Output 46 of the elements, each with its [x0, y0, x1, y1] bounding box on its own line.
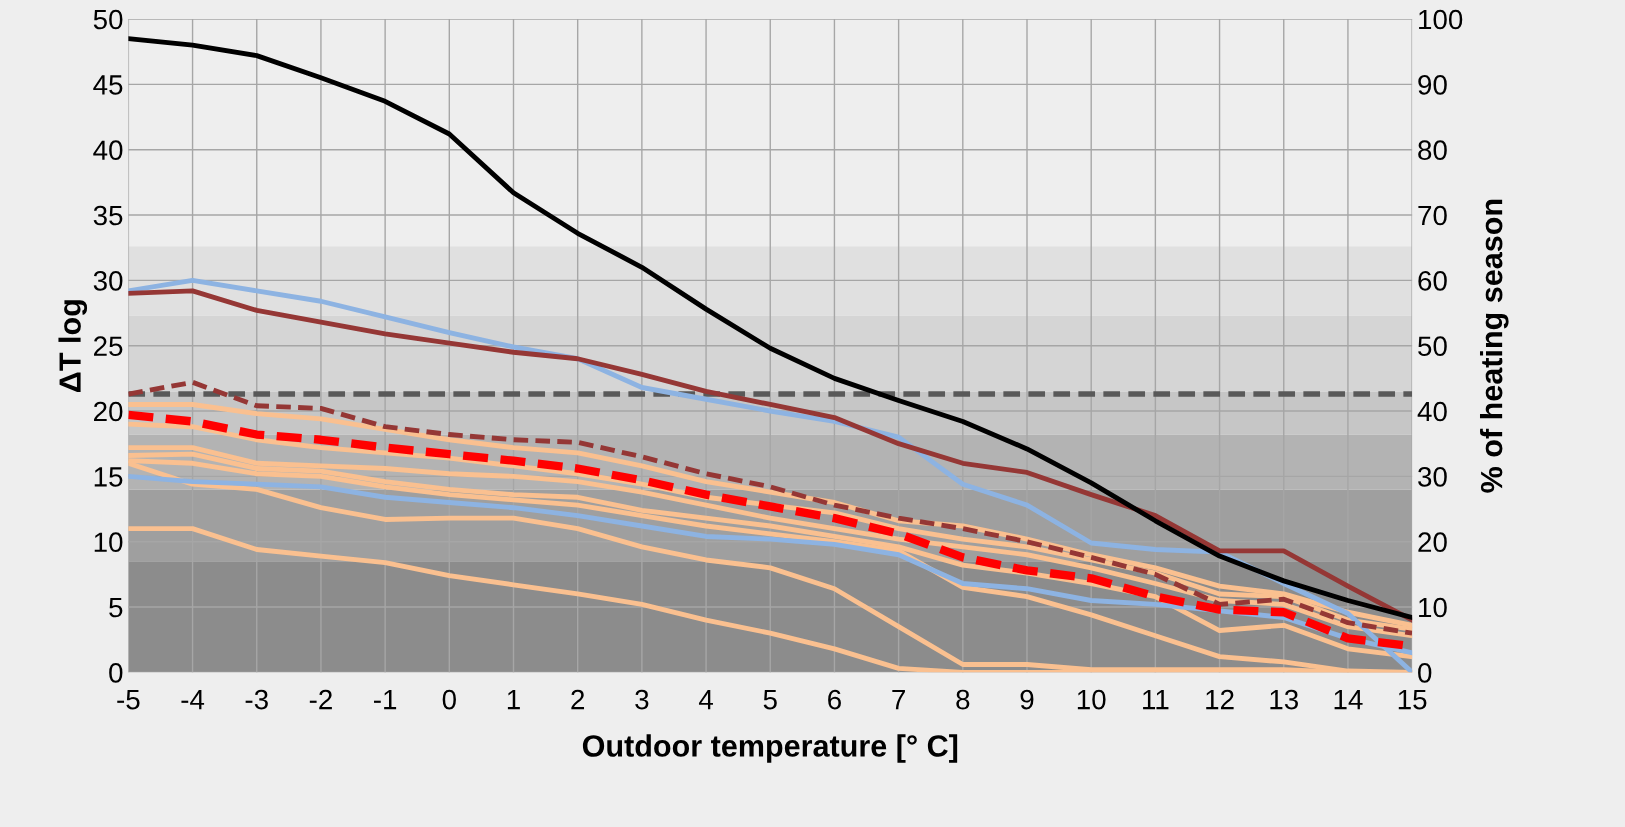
- x-tick-label: 4: [698, 690, 713, 710]
- x-tick-label: 14: [1334, 690, 1363, 710]
- x-tick-label: 1: [507, 690, 520, 710]
- y2-tick-label: 70: [1418, 205, 1447, 226]
- x-tick-label: -5: [117, 690, 140, 710]
- x-tick-label: 0: [442, 689, 456, 710]
- x-tick-label: 15: [1398, 690, 1427, 710]
- x-tick-label: 3: [635, 689, 649, 710]
- x-tick-label: -3: [245, 689, 268, 710]
- x-tick-label: -1: [374, 690, 397, 710]
- y-tick-label: 35: [93, 205, 123, 226]
- y2-tick-label: 60: [1418, 271, 1447, 291]
- y-tick-label: 45: [93, 75, 123, 95]
- y2-tick-label: 100: [1419, 9, 1463, 30]
- y2-tick-label: 30: [1418, 467, 1447, 487]
- y2-tick-label: 50: [1418, 336, 1447, 357]
- x-tick-label: 9: [1020, 689, 1034, 710]
- y-tick-label: 0: [109, 663, 123, 683]
- y-tick-label: 30: [93, 271, 123, 291]
- x-axis-title: Outdoor temperature [° C]: [582, 734, 958, 763]
- y2-tick-label: 20: [1418, 532, 1447, 553]
- x-tick-label: 8: [956, 689, 970, 710]
- x-tick-label: 11: [1143, 690, 1169, 710]
- y-tick-label: 50: [93, 9, 123, 30]
- x-tick-label: 6: [828, 689, 841, 710]
- x-tick-label: 12: [1206, 689, 1234, 710]
- y2-tick-label: 10: [1419, 597, 1447, 618]
- x-tick-label: 2: [571, 689, 585, 710]
- y2-tick-label: 40: [1417, 401, 1447, 422]
- x-tick-label: 5: [763, 690, 777, 710]
- x-tick-label: 7: [892, 690, 905, 710]
- y-tick-label: 25: [94, 336, 123, 357]
- y-tick-label: 10: [94, 532, 123, 553]
- y-axis-title: ΔT log: [58, 300, 88, 392]
- y-tick-label: 15: [94, 467, 123, 487]
- x-tick-label: -4: [181, 690, 205, 710]
- y-tick-label: 40: [93, 140, 123, 161]
- y2-tick-label: 80: [1418, 140, 1447, 161]
- y-tick-label: 5: [109, 597, 123, 618]
- y2-tick-label: 90: [1418, 75, 1447, 95]
- x-tick-label: 13: [1270, 689, 1298, 710]
- x-tick-label: 10: [1077, 689, 1106, 710]
- y2-axis-title: % of heating season: [1479, 199, 1509, 493]
- y-tick-label: 20: [94, 401, 123, 422]
- x-tick-label: -2: [309, 689, 332, 710]
- y2-tick-label: 0: [1418, 663, 1432, 683]
